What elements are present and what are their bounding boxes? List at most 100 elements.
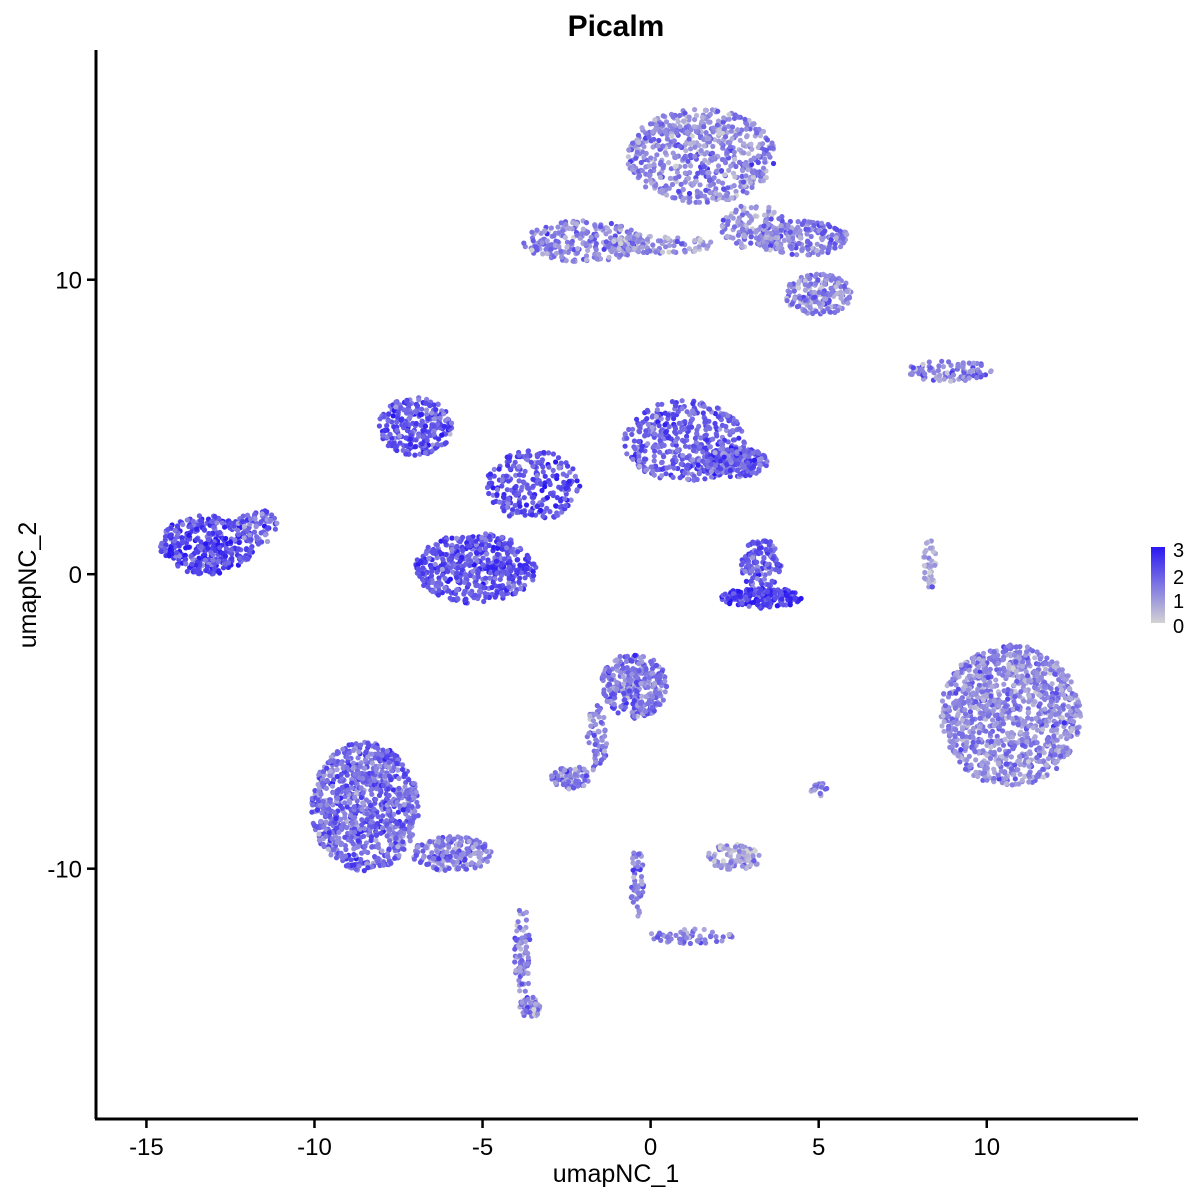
data-point (622, 431, 628, 437)
data-point (741, 162, 748, 168)
data-point (195, 549, 201, 555)
data-point (827, 292, 833, 298)
data-point (1011, 698, 1017, 705)
data-point (976, 730, 982, 736)
data-point (823, 296, 829, 302)
data-point (991, 766, 997, 772)
data-point (681, 438, 687, 445)
data-point (636, 458, 642, 464)
data-point (1062, 695, 1068, 701)
data-point (1017, 771, 1023, 777)
data-point (506, 584, 512, 590)
data-point (964, 740, 970, 746)
data-point (512, 502, 518, 509)
cluster-top-lobe-right (784, 271, 854, 317)
data-point (574, 250, 581, 256)
data-point (727, 467, 734, 473)
data-point (1065, 673, 1071, 679)
data-point (707, 444, 714, 450)
data-point (431, 416, 437, 422)
data-point (1061, 720, 1067, 726)
data-point (681, 155, 687, 161)
data-point (658, 159, 664, 165)
data-point (564, 244, 570, 250)
data-point (447, 431, 453, 437)
data-point (454, 570, 460, 576)
data-point (721, 454, 727, 460)
data-point (698, 435, 704, 441)
data-point (483, 531, 489, 537)
data-point (740, 462, 746, 468)
data-point (603, 231, 609, 237)
data-point (775, 245, 781, 251)
data-point (190, 518, 196, 524)
data-point (726, 417, 733, 423)
data-point (1037, 692, 1043, 698)
data-point (681, 195, 687, 202)
data-point (676, 188, 682, 194)
data-point (544, 495, 551, 501)
data-point (692, 248, 698, 254)
data-point (787, 244, 793, 250)
data-point (756, 450, 762, 456)
data-point (714, 168, 720, 174)
data-point (558, 248, 564, 254)
data-point (420, 571, 426, 577)
data-point (1056, 705, 1062, 711)
data-point (502, 556, 508, 562)
data-point (995, 739, 1002, 746)
data-point (787, 229, 793, 235)
data-point (556, 465, 562, 471)
data-point (768, 242, 774, 249)
data-point (229, 555, 235, 562)
data-point (985, 760, 991, 766)
data-point (778, 591, 785, 597)
data-point (1042, 696, 1048, 703)
data-point (990, 708, 996, 714)
data-point (816, 301, 822, 307)
data-point (682, 170, 688, 176)
data-point (562, 234, 568, 240)
data-point (453, 574, 460, 581)
data-point (467, 591, 473, 597)
data-point (985, 674, 991, 681)
data-point (738, 241, 744, 247)
data-point (1060, 671, 1066, 677)
data-point (763, 539, 769, 545)
data-point (975, 686, 981, 692)
data-point (789, 251, 795, 257)
data-point (666, 249, 672, 255)
data-point (678, 181, 684, 187)
data-point (189, 561, 195, 567)
data-point (490, 579, 496, 586)
data-point (527, 490, 533, 496)
data-point (970, 734, 976, 741)
data-point (183, 556, 189, 562)
data-point (210, 552, 216, 558)
data-point (244, 527, 250, 534)
data-point (980, 770, 986, 776)
data-point (753, 229, 759, 235)
data-point (529, 229, 535, 235)
data-point (687, 170, 693, 176)
data-point (622, 243, 628, 249)
data-point (763, 219, 769, 225)
data-point (738, 562, 745, 568)
data-point (1044, 762, 1050, 768)
data-point (684, 129, 690, 135)
data-point (812, 294, 818, 300)
data-point (219, 520, 225, 526)
data-point (682, 470, 688, 476)
data-point (629, 431, 635, 437)
data-point (988, 693, 994, 699)
data-point (184, 568, 190, 575)
data-point (636, 139, 642, 145)
data-point (729, 124, 736, 130)
data-point (715, 178, 722, 184)
data-point (426, 555, 432, 562)
data-point (678, 241, 685, 247)
data-point (1049, 728, 1055, 734)
data-point (821, 281, 828, 287)
data-point (251, 529, 258, 535)
data-point (700, 242, 707, 248)
